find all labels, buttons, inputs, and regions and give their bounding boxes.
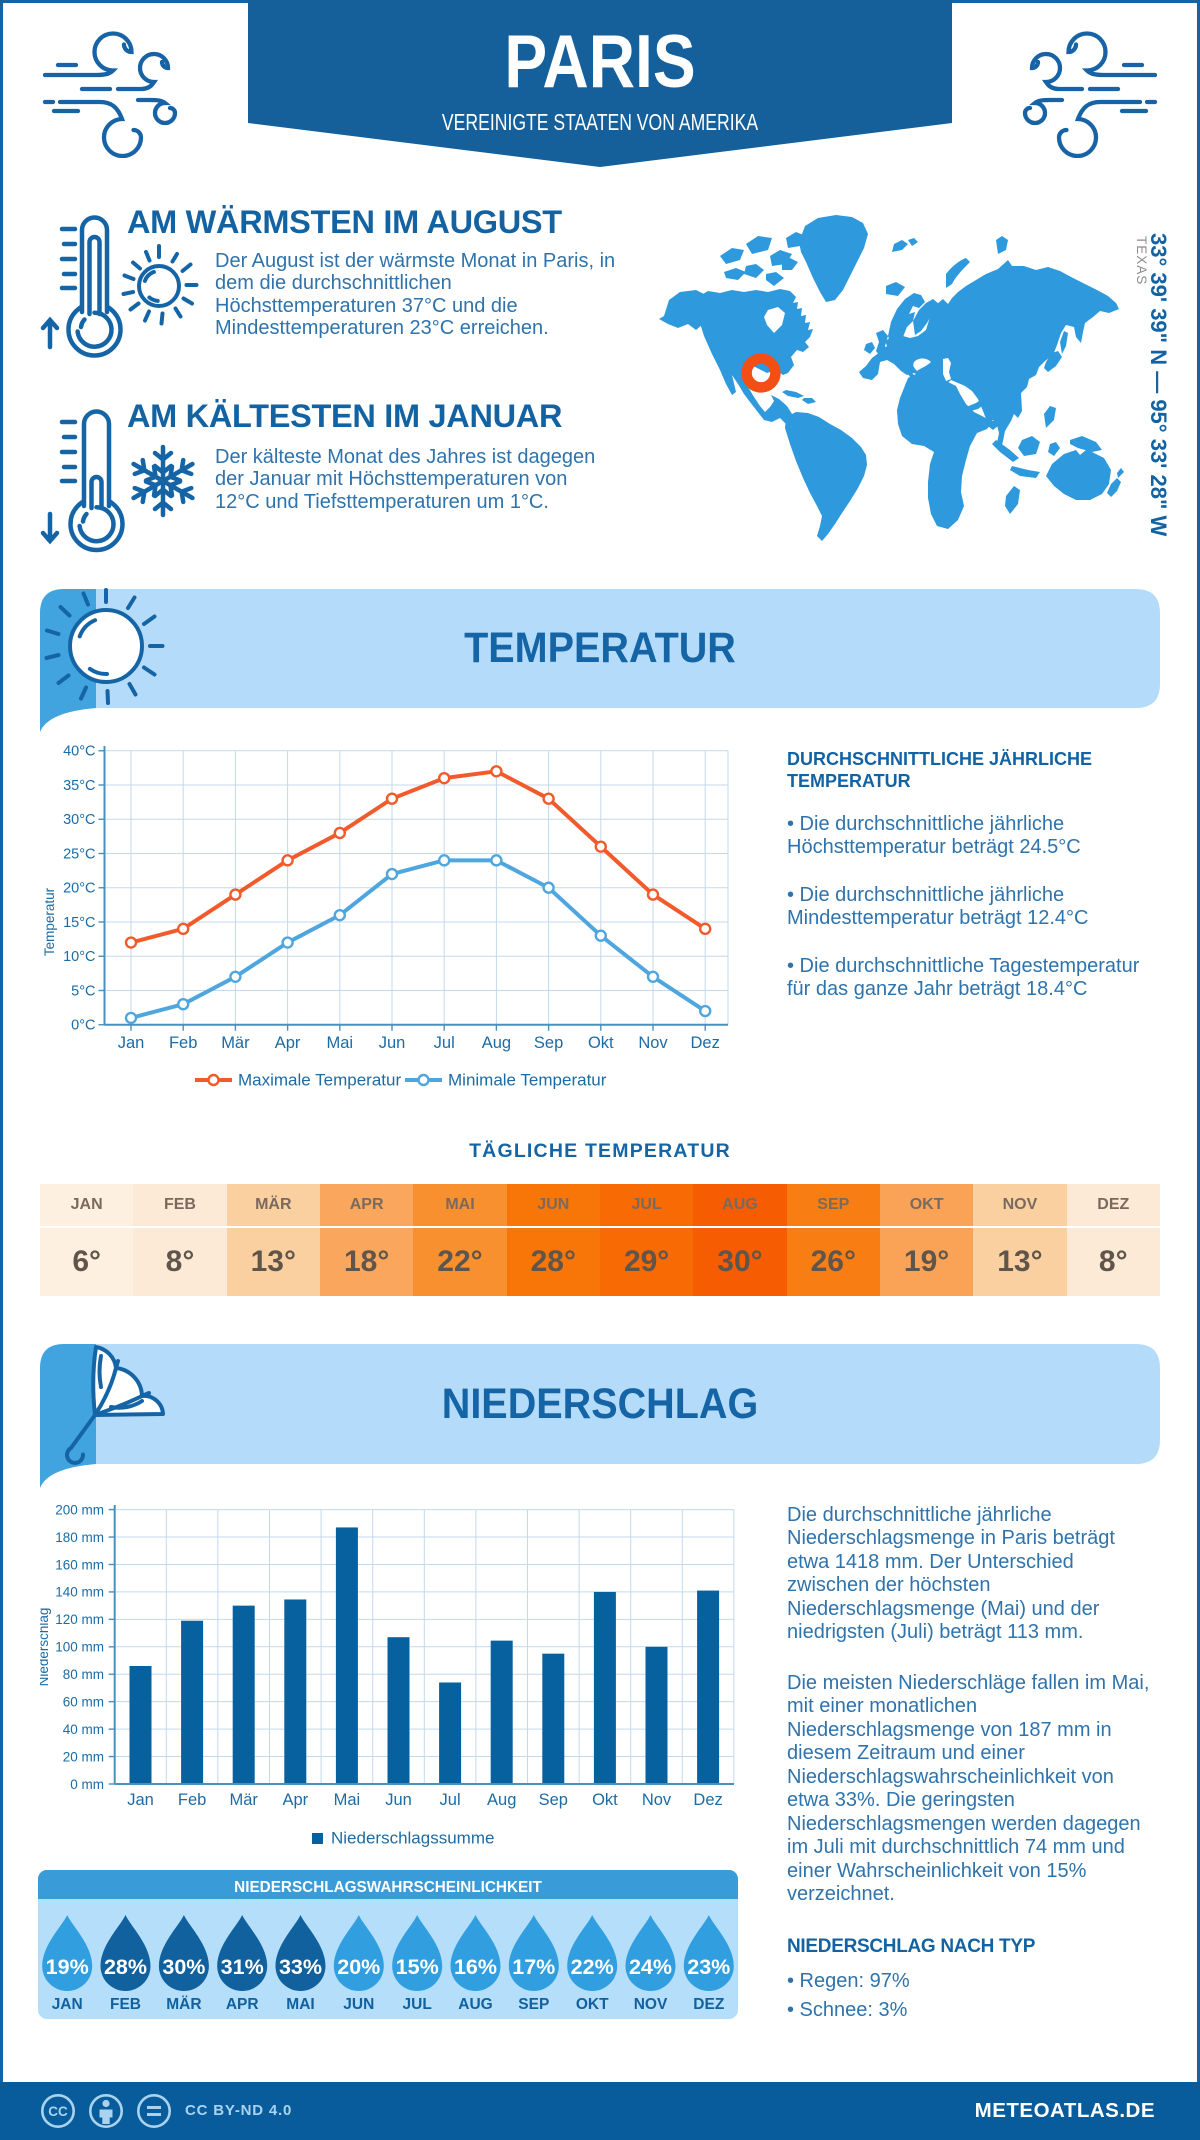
svg-text:JUN: JUN [343,1996,374,2013]
svg-text:CC: CC [48,2104,68,2119]
svg-text:Apr: Apr [275,1034,301,1052]
svg-text:120 mm: 120 mm [55,1612,104,1627]
svg-text:Jun: Jun [385,1791,412,1809]
svg-text:Temperatur: Temperatur [42,887,57,956]
svg-text:20 mm: 20 mm [63,1749,104,1764]
svg-text:15%: 15% [396,1955,439,1979]
svg-text:JUL: JUL [403,1996,432,2013]
svg-text:OKT: OKT [576,1996,609,2013]
svg-text:22%: 22% [571,1955,614,1979]
svg-text:APR: APR [226,1996,259,2013]
svg-text:Feb: Feb [169,1034,197,1052]
svg-text:MAI: MAI [286,1996,314,2013]
svg-text:200 mm: 200 mm [55,1502,104,1517]
svg-text:AUG: AUG [458,1996,492,2013]
svg-text:Niederschlag: Niederschlag [40,1608,51,1687]
svg-text:80 mm: 80 mm [63,1667,104,1682]
svg-text:Dez: Dez [691,1034,720,1052]
svg-text:FEB: FEB [110,1996,141,2013]
svg-text:Mai: Mai [327,1034,354,1052]
svg-text:140 mm: 140 mm [55,1585,104,1600]
svg-text:Sep: Sep [534,1034,563,1052]
svg-text:Sep: Sep [539,1791,568,1809]
svg-text:Mär: Mär [229,1791,258,1809]
svg-text:Nov: Nov [638,1034,668,1052]
svg-text:30%: 30% [162,1955,205,1979]
svg-text:Maximale Temperatur: Maximale Temperatur [238,1071,401,1090]
svg-text:MÄR: MÄR [166,1996,201,2013]
svg-text:35°C: 35°C [63,778,95,794]
svg-text:DEZ: DEZ [693,1996,725,2013]
svg-text:Mai: Mai [334,1791,361,1809]
svg-text:0°C: 0°C [71,1018,95,1034]
svg-text:Jul: Jul [440,1791,461,1809]
svg-text:Mär: Mär [221,1034,250,1052]
svg-text:0 mm: 0 mm [70,1777,104,1792]
svg-text:Minimale Temperatur: Minimale Temperatur [448,1071,607,1090]
svg-text:60 mm: 60 mm [63,1694,104,1709]
svg-text:Jul: Jul [434,1034,455,1052]
svg-text:28%: 28% [104,1955,147,1979]
svg-text:180 mm: 180 mm [55,1530,104,1545]
svg-text:Jan: Jan [127,1791,154,1809]
svg-text:23%: 23% [687,1955,730,1979]
svg-text:40°C: 40°C [63,744,95,760]
svg-text:15°C: 15°C [63,915,95,931]
svg-text:160 mm: 160 mm [55,1557,104,1572]
svg-text:SEP: SEP [518,1996,549,2013]
svg-text:Niederschlagssumme: Niederschlagssumme [331,1829,494,1848]
svg-text:5°C: 5°C [71,983,95,999]
svg-text:Okt: Okt [588,1034,614,1052]
svg-text:20%: 20% [337,1955,380,1979]
svg-text:16%: 16% [454,1955,497,1979]
svg-text:30°C: 30°C [63,812,95,828]
svg-text:Okt: Okt [592,1791,618,1809]
svg-text:Aug: Aug [487,1791,516,1809]
svg-text:Apr: Apr [282,1791,308,1809]
svg-text:NOV: NOV [634,1996,668,2013]
svg-text:24%: 24% [629,1955,672,1979]
svg-text:Jan: Jan [118,1034,145,1052]
svg-text:40 mm: 40 mm [63,1722,104,1737]
svg-text:Jun: Jun [379,1034,406,1052]
svg-text:10°C: 10°C [63,949,95,965]
svg-text:Aug: Aug [482,1034,511,1052]
svg-text:20°C: 20°C [63,881,95,897]
svg-text:Feb: Feb [178,1791,206,1809]
svg-text:25°C: 25°C [63,846,95,862]
svg-text:Dez: Dez [693,1791,722,1809]
svg-text:19%: 19% [46,1955,89,1979]
svg-text:31%: 31% [221,1955,264,1979]
svg-text:Nov: Nov [642,1791,672,1809]
svg-text:33%: 33% [279,1955,322,1979]
svg-text:17%: 17% [512,1955,555,1979]
svg-text:JAN: JAN [52,1996,83,2013]
svg-text:100 mm: 100 mm [55,1640,104,1655]
